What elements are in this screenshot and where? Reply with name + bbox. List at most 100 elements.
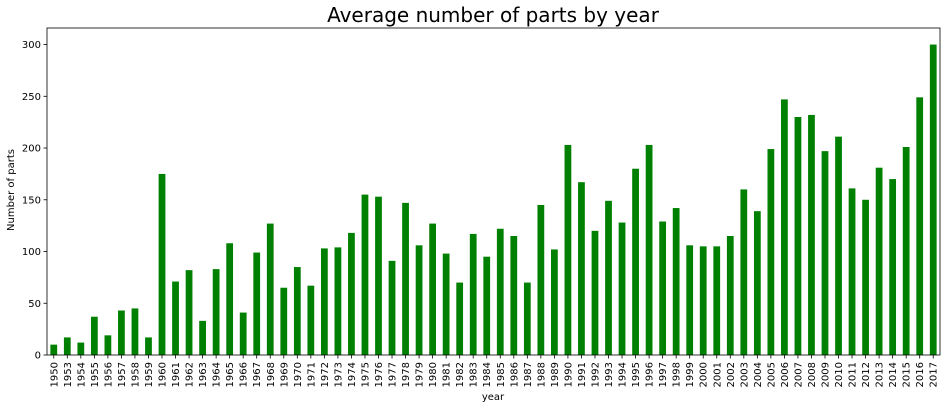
bar-1988 bbox=[537, 204, 545, 355]
bar-1957 bbox=[118, 310, 125, 355]
bar-2000 bbox=[699, 246, 707, 355]
bar-2014 bbox=[889, 179, 897, 355]
x-tick-label: 1977 bbox=[388, 362, 399, 387]
bar-2006 bbox=[781, 99, 788, 355]
bar-1968 bbox=[266, 223, 274, 355]
bar-1971 bbox=[307, 285, 315, 355]
x-tick-label: 1953 bbox=[63, 362, 74, 387]
x-tick-label: 1975 bbox=[360, 362, 371, 387]
bar-1967 bbox=[253, 252, 261, 355]
x-tick-label: 1950 bbox=[49, 362, 60, 387]
bar-1975 bbox=[361, 194, 369, 355]
bar-1993 bbox=[605, 200, 612, 355]
bar-2001 bbox=[713, 246, 721, 355]
bar-1987 bbox=[523, 282, 531, 355]
x-tick-label: 2015 bbox=[902, 362, 913, 387]
bar-1954 bbox=[77, 342, 85, 355]
bar-1996 bbox=[645, 144, 653, 355]
bar-1989 bbox=[551, 249, 558, 355]
x-tick-label: 1996 bbox=[645, 362, 656, 387]
x-tick-label: 2007 bbox=[793, 362, 804, 387]
bar-1980 bbox=[429, 223, 436, 355]
x-tick-label: 1978 bbox=[401, 362, 412, 387]
bar-2003 bbox=[740, 189, 748, 355]
x-tick-label: 2002 bbox=[726, 362, 737, 387]
bar-2015 bbox=[902, 147, 910, 355]
y-tick-label: 300 bbox=[22, 40, 41, 51]
x-tick-label: 2006 bbox=[780, 362, 791, 387]
bar-1999 bbox=[686, 245, 694, 355]
y-tick-label: 100 bbox=[22, 247, 41, 258]
bar-2002 bbox=[726, 235, 734, 355]
x-tick-label: 1963 bbox=[198, 362, 209, 387]
x-tick-label: 1976 bbox=[374, 362, 385, 387]
x-tick-label: 1958 bbox=[130, 362, 141, 387]
x-tick-label: 1990 bbox=[563, 362, 574, 387]
x-tick-label: 1982 bbox=[455, 362, 466, 387]
y-tick-label: 0 bbox=[35, 351, 41, 362]
x-tick-label: 1999 bbox=[685, 362, 696, 387]
bar-1959 bbox=[145, 337, 152, 355]
bar-2010 bbox=[835, 136, 842, 355]
bar-1977 bbox=[388, 260, 396, 355]
x-tick-label: 2013 bbox=[875, 362, 886, 387]
x-axis: 1950 1953 1954 1955 1956 1957 1958 1959 1960 1961… bbox=[49, 355, 940, 387]
y-tick-label: 200 bbox=[22, 144, 41, 155]
x-tick-label: 2010 bbox=[834, 362, 845, 387]
x-tick-label: 2008 bbox=[807, 362, 818, 387]
y-tick-label: 150 bbox=[22, 195, 41, 206]
x-tick-label: 1962 bbox=[185, 362, 196, 387]
bar-1953 bbox=[63, 337, 71, 355]
x-tick-label: 1994 bbox=[618, 362, 629, 387]
x-tick-label: 2005 bbox=[766, 362, 777, 387]
x-tick-label: 1956 bbox=[103, 362, 114, 387]
bar-1965 bbox=[226, 243, 234, 355]
bar-1986 bbox=[510, 235, 518, 355]
bar-1978 bbox=[402, 202, 409, 355]
x-tick-label: 1980 bbox=[428, 362, 439, 387]
x-tick-label: 1979 bbox=[415, 362, 426, 387]
bar-1998 bbox=[672, 208, 680, 355]
bar-1991 bbox=[578, 182, 585, 355]
y-axis-label: Number of parts bbox=[6, 149, 17, 231]
bar-1962 bbox=[185, 270, 193, 355]
bar-1972 bbox=[320, 248, 328, 355]
bar-1964 bbox=[212, 269, 220, 355]
bar-1974 bbox=[348, 232, 355, 355]
x-tick-label: 2001 bbox=[712, 362, 723, 387]
bar-2016 bbox=[916, 97, 924, 355]
bar-1983 bbox=[469, 233, 477, 355]
bar-1956 bbox=[104, 335, 112, 355]
x-tick-label: 1998 bbox=[672, 362, 683, 387]
bar-1990 bbox=[564, 144, 572, 355]
bar-2017 bbox=[929, 44, 937, 356]
bar-1976 bbox=[375, 196, 382, 355]
y-axis: 0 50 100 150 200 250 300 bbox=[22, 40, 47, 362]
x-tick-label: 1960 bbox=[158, 362, 169, 387]
x-tick-label: 1992 bbox=[590, 362, 601, 387]
x-tick-label: 1981 bbox=[442, 362, 453, 387]
bar-1994 bbox=[618, 222, 626, 355]
x-tick-label: 1954 bbox=[76, 362, 87, 387]
x-tick-label: 1971 bbox=[306, 362, 317, 387]
x-tick-label: 1986 bbox=[509, 362, 520, 387]
x-tick-label: 2012 bbox=[861, 362, 872, 387]
x-tick-label: 1965 bbox=[225, 362, 236, 387]
x-tick-label: 1967 bbox=[252, 362, 263, 387]
bar-2007 bbox=[794, 116, 802, 355]
bar-2009 bbox=[821, 151, 829, 355]
x-tick-label: 1972 bbox=[320, 362, 331, 387]
x-tick-label: 1957 bbox=[117, 362, 128, 387]
x-tick-label: 2017 bbox=[929, 362, 940, 387]
x-tick-label: 1984 bbox=[482, 362, 493, 387]
x-tick-label: 2014 bbox=[888, 362, 899, 387]
bar-1970 bbox=[293, 267, 301, 355]
x-tick-label: 1961 bbox=[171, 362, 182, 387]
x-tick-label: 2011 bbox=[848, 362, 859, 387]
bars-group bbox=[50, 44, 937, 356]
x-tick-label: 2003 bbox=[739, 362, 750, 387]
bar-2012 bbox=[862, 199, 869, 355]
x-tick-label: 2009 bbox=[820, 362, 831, 387]
bar-1984 bbox=[483, 256, 491, 355]
bar-1963 bbox=[199, 320, 206, 355]
